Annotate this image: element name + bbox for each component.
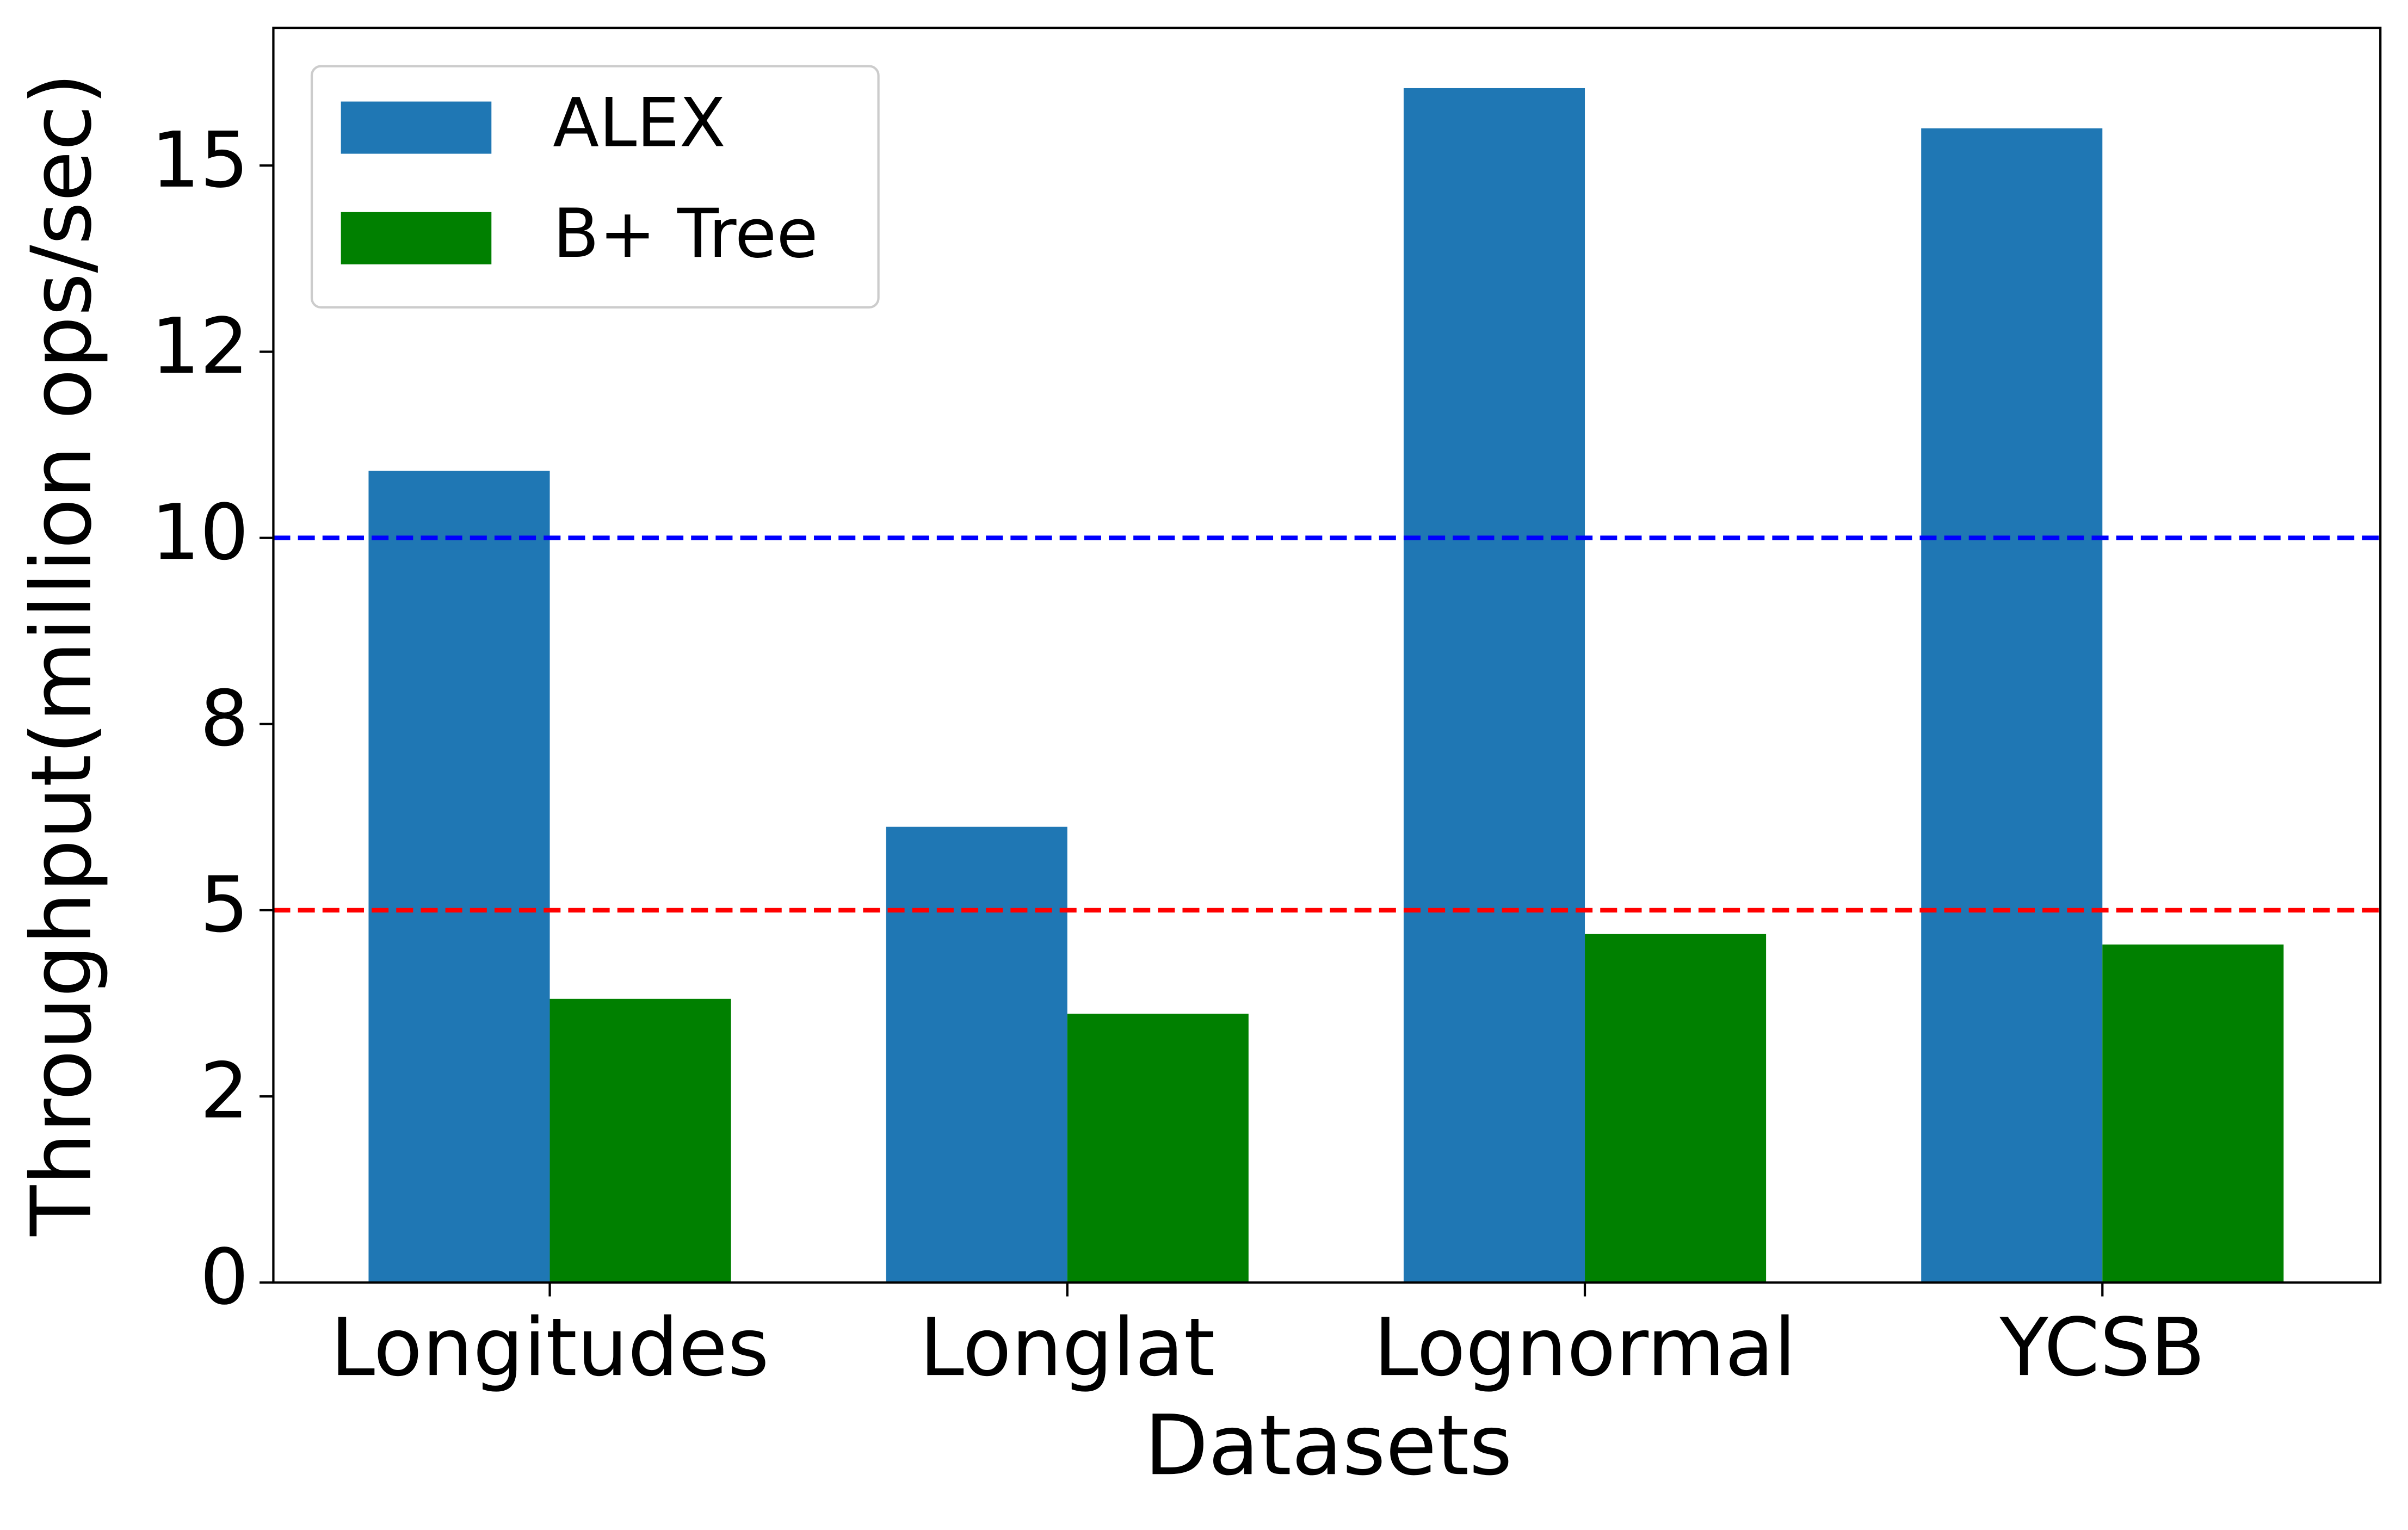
bar	[1585, 934, 1767, 1283]
y-tick-label: 0	[200, 1233, 249, 1322]
bar	[886, 826, 1067, 1283]
y-tick-label: 15	[151, 116, 249, 205]
y-tick-label: 12	[151, 302, 249, 391]
bar	[1067, 1014, 1249, 1283]
legend-swatch	[341, 101, 492, 154]
bar	[1921, 128, 2103, 1283]
x-tick-label: YCSB	[1999, 1301, 2205, 1394]
y-tick-label: 8	[200, 674, 249, 763]
y-tick-label: 10	[151, 488, 249, 577]
x-tick-label: Longitudes	[330, 1301, 769, 1394]
legend-label: ALEX	[553, 84, 726, 163]
x-axis-label: Datasets	[1145, 1397, 1512, 1494]
legend-label: B+ Tree	[553, 195, 818, 273]
legend: ALEX B+ Tree	[310, 65, 880, 309]
bar	[549, 998, 731, 1283]
bar	[1403, 88, 1585, 1283]
plot-frame	[272, 26, 2382, 1284]
y-tick-label: 2	[200, 1047, 249, 1136]
bar	[2102, 944, 2284, 1283]
legend-swatch	[341, 212, 492, 264]
x-tick-label: Longlat	[919, 1301, 1215, 1394]
x-tick-label: Lognormal	[1374, 1301, 1796, 1394]
bar	[368, 471, 550, 1283]
y-axis-label: Throughput(million ops/sec)	[14, 73, 110, 1237]
y-tick-label: 5	[200, 860, 249, 949]
